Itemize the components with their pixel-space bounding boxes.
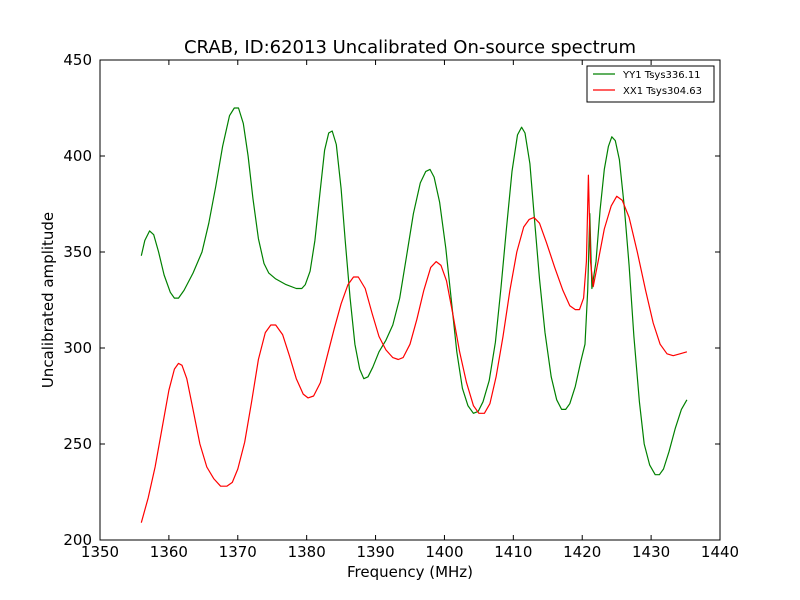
- y-tick-label: 250: [63, 435, 92, 453]
- x-tick-label: 1400: [425, 543, 463, 561]
- legend-label-1: XX1 Tsys304.63: [623, 86, 702, 97]
- x-tick-label: 1380: [288, 543, 326, 561]
- x-tick-label: 1350: [81, 543, 119, 561]
- x-tick-label: 1430: [632, 543, 670, 561]
- series-line-0: [140, 107, 688, 476]
- legend-box: [586, 65, 715, 103]
- y-axis-label: Uncalibrated amplitude: [39, 212, 57, 388]
- y-tick-label: 450: [63, 51, 92, 69]
- x-tick-label: 1370: [219, 543, 257, 561]
- x-tick-label: 1410: [494, 543, 532, 561]
- x-axis-label: Frequency (MHz): [347, 563, 473, 581]
- x-tick-label: 1390: [356, 543, 394, 561]
- chart-title: CRAB, ID:62013 Uncalibrated On-source sp…: [184, 37, 636, 58]
- legend: YY1 Tsys336.11 XX1 Tsys304.63: [586, 65, 715, 103]
- y-tick-label: 350: [63, 243, 92, 261]
- x-tick-label: 1440: [701, 543, 739, 561]
- y-tick-label: 400: [63, 147, 92, 165]
- y-tick-label: 200: [63, 531, 92, 549]
- legend-label-0: YY1 Tsys336.11: [622, 70, 701, 81]
- plot-frame: [99, 59, 721, 541]
- x-tick-label: 1420: [563, 543, 601, 561]
- series-line-1: [140, 174, 688, 523]
- y-tick-label: 300: [63, 339, 92, 357]
- x-tick-label: 1360: [150, 543, 188, 561]
